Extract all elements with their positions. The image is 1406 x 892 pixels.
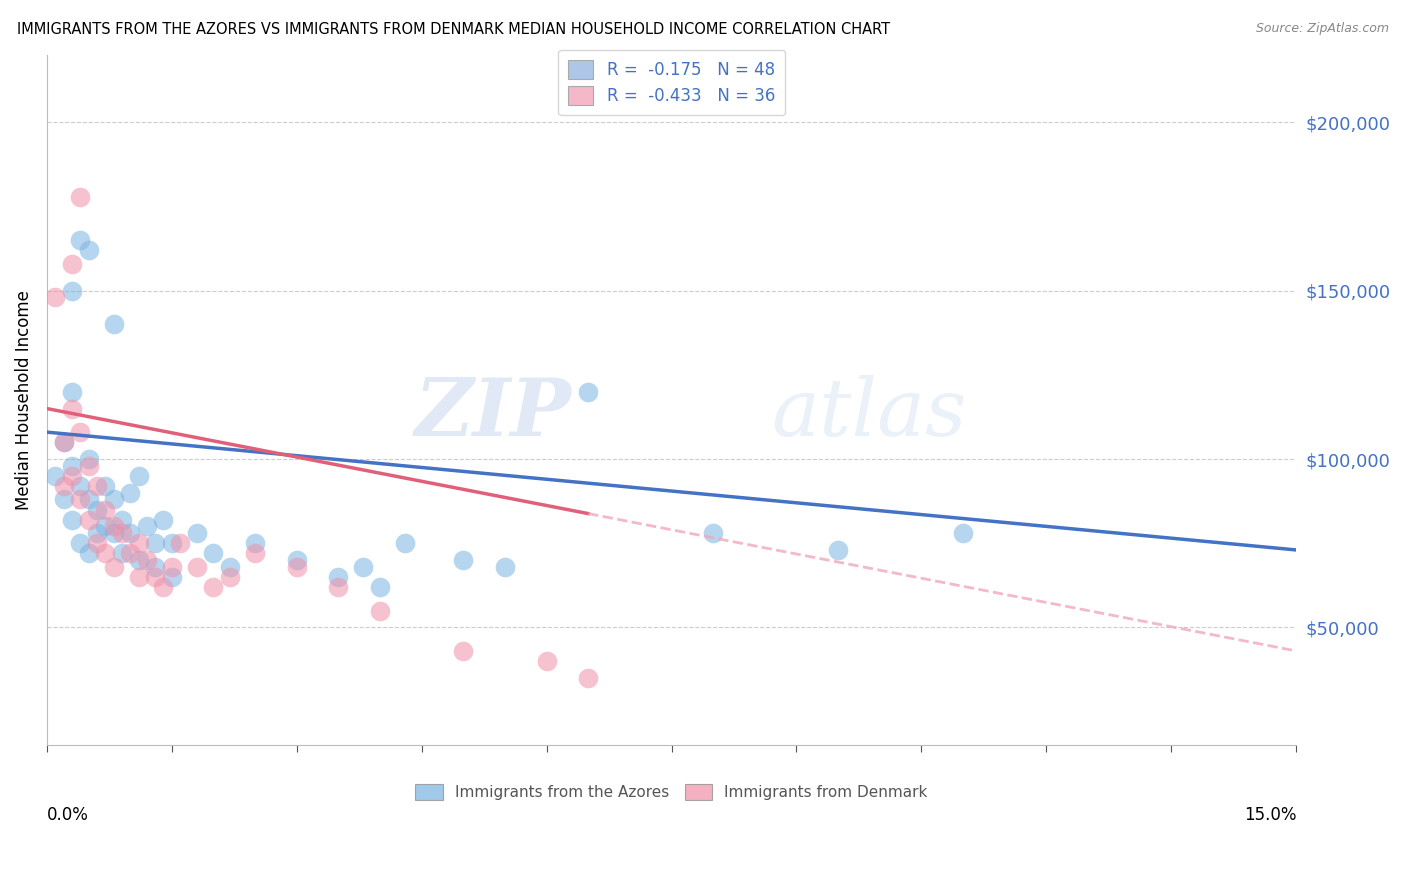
Point (160, 570, 183, 584)
Point (152, 580, 174, 594)
Point (576, 384, 599, 399)
Point (453, 644, 475, 658)
Text: Source: ZipAtlas.com: Source: ZipAtlas.com (1256, 22, 1389, 36)
Point (111, 546, 134, 560)
Point (494, 559, 516, 574)
Point (576, 671, 599, 685)
Text: atlas: atlas (772, 376, 967, 453)
Point (120, 526, 142, 541)
Point (152, 513, 174, 527)
Text: 15.0%: 15.0% (1244, 805, 1296, 823)
Point (394, 536, 416, 550)
Point (60, 513, 83, 527)
Point (77, 492, 100, 507)
Point (44, 291, 66, 305)
Point (94, 519, 117, 533)
Point (52, 479, 75, 493)
Point (128, 553, 150, 567)
Point (94, 479, 117, 493)
Point (86, 502, 108, 516)
Point (243, 536, 266, 550)
Point (103, 492, 125, 507)
Point (77, 244, 100, 258)
Point (536, 654, 558, 668)
Point (60, 284, 83, 298)
Point (135, 519, 157, 533)
Point (952, 526, 974, 541)
Point (186, 559, 208, 574)
Point (103, 519, 125, 533)
Text: 0.0%: 0.0% (46, 805, 89, 823)
Point (77, 458, 100, 473)
Point (60, 401, 83, 416)
Point (60, 458, 83, 473)
Point (135, 553, 157, 567)
Legend: Immigrants from the Azores, Immigrants from Denmark: Immigrants from the Azores, Immigrants f… (409, 779, 934, 806)
Point (186, 526, 208, 541)
Point (202, 546, 225, 560)
Point (86, 526, 108, 541)
Point (69, 479, 91, 493)
Point (77, 513, 100, 527)
Point (111, 513, 134, 527)
Point (94, 502, 117, 516)
Point (86, 536, 108, 550)
Point (285, 553, 308, 567)
Point (368, 603, 391, 617)
Point (368, 580, 391, 594)
Point (453, 553, 475, 567)
Point (160, 559, 183, 574)
Point (94, 546, 117, 560)
Text: ZIP: ZIP (415, 376, 572, 453)
Point (702, 526, 724, 541)
Point (328, 580, 350, 594)
Point (219, 570, 242, 584)
Point (219, 559, 242, 574)
Point (143, 559, 166, 574)
Point (111, 526, 134, 541)
Point (160, 536, 183, 550)
Point (52, 435, 75, 450)
Point (128, 536, 150, 550)
Point (128, 570, 150, 584)
Point (120, 485, 142, 500)
Point (69, 425, 91, 439)
Point (69, 492, 91, 507)
Point (77, 546, 100, 560)
Point (103, 318, 125, 332)
Point (143, 536, 166, 550)
Point (285, 559, 308, 574)
Point (143, 570, 166, 584)
Point (60, 469, 83, 483)
Point (69, 233, 91, 247)
Point (243, 546, 266, 560)
Point (328, 570, 350, 584)
Point (69, 536, 91, 550)
Text: IMMIGRANTS FROM THE AZORES VS IMMIGRANTS FROM DENMARK MEDIAN HOUSEHOLD INCOME CO: IMMIGRANTS FROM THE AZORES VS IMMIGRANTS… (17, 22, 890, 37)
Point (169, 536, 191, 550)
Point (44, 469, 66, 483)
Y-axis label: Median Household Income: Median Household Income (15, 290, 32, 510)
Point (103, 526, 125, 541)
Point (128, 469, 150, 483)
Point (86, 479, 108, 493)
Point (60, 384, 83, 399)
Point (52, 492, 75, 507)
Point (69, 189, 91, 203)
Point (103, 559, 125, 574)
Point (77, 452, 100, 467)
Point (202, 580, 225, 594)
Point (120, 546, 142, 560)
Point (352, 559, 374, 574)
Point (60, 257, 83, 271)
Point (52, 435, 75, 450)
Point (827, 543, 849, 558)
